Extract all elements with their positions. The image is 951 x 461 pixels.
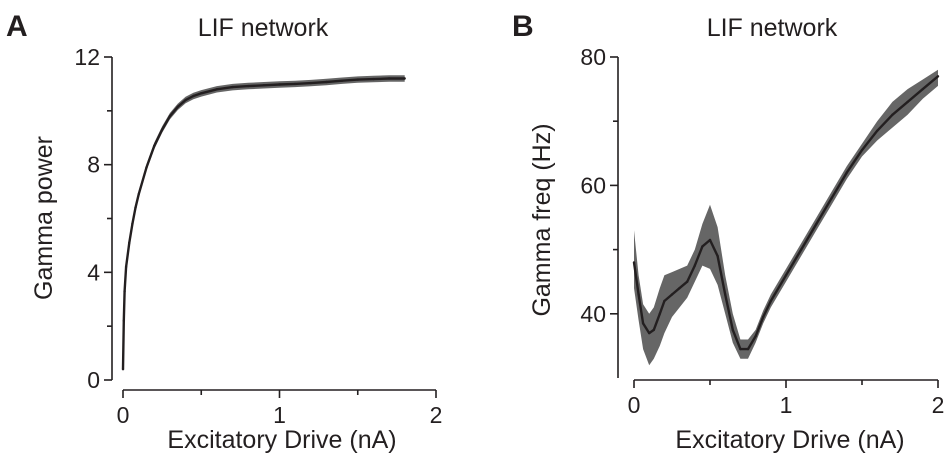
series-0-point bbox=[184, 98, 187, 102]
series-0-point bbox=[637, 293, 640, 296]
series-0-point bbox=[716, 254, 719, 258]
series-0-point bbox=[891, 113, 894, 117]
y-tick-label: 80 bbox=[580, 44, 606, 70]
panel-b-y-axis-label: Gamma freq (Hz) bbox=[528, 123, 556, 316]
panel-a-y-axis-label: Gamma power bbox=[30, 136, 58, 300]
x-tick-label: 1 bbox=[780, 392, 793, 418]
series-0-point bbox=[815, 222, 818, 226]
series-0-point bbox=[372, 77, 375, 81]
series-0-point bbox=[693, 264, 696, 267]
series-0-point bbox=[701, 245, 704, 248]
series-0-point bbox=[641, 322, 645, 325]
y-tick-label: 40 bbox=[580, 301, 606, 327]
series-0-point bbox=[800, 248, 803, 251]
series-0-point bbox=[247, 84, 250, 88]
y-tick-label: 12 bbox=[74, 44, 100, 70]
series-0-point bbox=[769, 299, 772, 303]
series-0-point bbox=[231, 85, 234, 89]
series-0-point bbox=[325, 80, 328, 84]
series-0-point bbox=[160, 128, 164, 131]
series-0-point bbox=[122, 319, 126, 322]
series-0-line bbox=[632, 75, 939, 351]
series-0-point bbox=[731, 328, 734, 332]
panel-b-letter: B bbox=[512, 10, 534, 43]
x-tick-label: 0 bbox=[117, 402, 130, 428]
series-0-point bbox=[134, 206, 137, 209]
series-0-point bbox=[121, 368, 125, 371]
series-0-point bbox=[192, 94, 195, 98]
series-0-point bbox=[860, 148, 864, 152]
x-tick-label: 0 bbox=[628, 392, 641, 418]
series-0-point bbox=[678, 286, 681, 290]
series-0-point bbox=[387, 77, 391, 80]
series-0-point bbox=[128, 241, 131, 244]
series-0-point bbox=[708, 238, 712, 242]
series-0-point bbox=[658, 312, 661, 315]
y-tick-label: 8 bbox=[87, 152, 100, 178]
series-0-point bbox=[403, 77, 406, 80]
series-0-confidence-band bbox=[634, 69, 938, 366]
series-0-point bbox=[648, 331, 651, 335]
series-0-point bbox=[176, 105, 179, 109]
panel-a: A LIF network Excitatory Drive (nA) Gamm… bbox=[6, 10, 442, 454]
panel-b-x-axis-label: Excitatory Drive (nA) bbox=[675, 426, 904, 454]
series-0-point bbox=[670, 293, 674, 296]
series-0-point bbox=[784, 274, 788, 277]
series-0-point bbox=[663, 299, 666, 303]
series-0-point bbox=[200, 92, 203, 95]
x-tick-label: 2 bbox=[932, 392, 945, 418]
series-0-point bbox=[739, 347, 742, 351]
panel-b-plot-area: 40 60 80 0 1 2 bbox=[580, 44, 944, 418]
series-0-point bbox=[124, 265, 128, 269]
series-0-point bbox=[131, 222, 134, 226]
series-0-point bbox=[309, 81, 312, 85]
series-0-point bbox=[906, 100, 909, 104]
series-0-point bbox=[632, 261, 636, 264]
y-tick-label: 0 bbox=[87, 367, 100, 393]
series-0-point bbox=[754, 335, 757, 338]
series-0-point bbox=[936, 75, 940, 78]
series-0-point bbox=[921, 87, 924, 91]
series-0-point bbox=[652, 328, 655, 332]
series-0-point bbox=[168, 115, 172, 118]
series-0-point bbox=[762, 315, 765, 319]
series-0-confidence-band bbox=[123, 75, 405, 373]
series-0-point bbox=[262, 84, 266, 87]
series-0-point bbox=[746, 347, 750, 351]
series-0-point bbox=[340, 79, 344, 82]
series-0-point bbox=[845, 171, 848, 174]
series-0-point bbox=[876, 129, 879, 132]
series-0-point bbox=[123, 290, 126, 293]
series-0-point bbox=[137, 193, 140, 196]
series-0-point bbox=[356, 78, 359, 81]
x-tick-label: 1 bbox=[273, 402, 286, 428]
series-0-point bbox=[278, 83, 281, 86]
series-0-point bbox=[830, 197, 833, 200]
series-0-point bbox=[145, 166, 148, 169]
series-0-point bbox=[215, 88, 219, 91]
panel-a-x-axis-label: Excitatory Drive (nA) bbox=[167, 426, 396, 454]
y-tick-label: 4 bbox=[87, 259, 100, 285]
series-0-point bbox=[293, 82, 297, 86]
panel-a-letter: A bbox=[6, 10, 28, 43]
x-tick-label: 2 bbox=[430, 402, 443, 428]
series-0-point bbox=[686, 280, 689, 283]
panel-b: B LIF network Excitatory Drive (nA) Gamm… bbox=[512, 10, 944, 454]
y-tick-label: 60 bbox=[580, 172, 606, 198]
panel-a-title: LIF network bbox=[198, 14, 329, 42]
panel-b-title: LIF network bbox=[707, 14, 838, 42]
series-0-point bbox=[153, 144, 156, 147]
series-0-point bbox=[724, 293, 727, 296]
series-0-line bbox=[121, 77, 405, 370]
